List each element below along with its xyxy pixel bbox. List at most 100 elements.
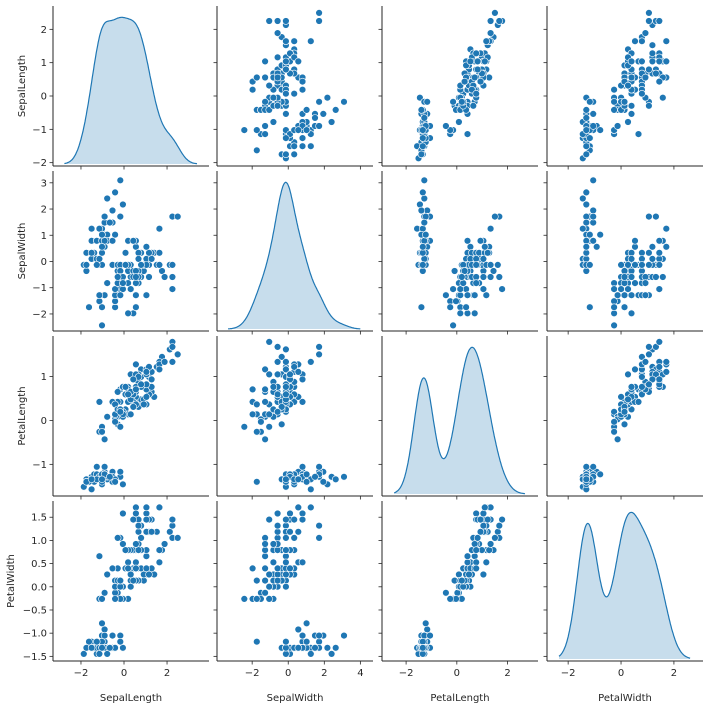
scatter-point — [80, 650, 88, 658]
scatter-point — [613, 122, 622, 130]
scatter-point — [610, 418, 618, 426]
scatter-point — [582, 243, 590, 251]
scatter-point — [307, 142, 315, 150]
scatter-group — [413, 503, 506, 658]
kde-group — [558, 511, 691, 659]
scatter-point — [582, 114, 590, 122]
y-tick-label: −1.0 — [23, 629, 47, 640]
scatter-point — [142, 515, 151, 524]
scatter-point — [282, 650, 290, 658]
scatter-point — [631, 237, 639, 245]
scatter-point — [282, 570, 290, 579]
scatter-point — [340, 473, 348, 481]
scatter-point — [132, 291, 140, 299]
scatter-point — [253, 400, 261, 409]
scatter-point — [482, 558, 490, 566]
scatter-point — [420, 176, 428, 185]
scatter-point — [638, 373, 646, 381]
y-tick-label: 0.0 — [31, 582, 47, 593]
scatter-point — [98, 231, 106, 239]
scatter-point — [119, 480, 127, 488]
scatter-point — [456, 285, 464, 293]
scatter-point — [302, 126, 311, 134]
scatter-point — [113, 534, 122, 542]
scatter-point — [659, 93, 667, 102]
panels-group: −2 −1 0 1 2 −2 −1 0 1 2 3 −1 0 1 −1.5 −1.0 −0.5 0.0 0.5 1.0… — [23, 6, 703, 679]
scatter-group — [413, 176, 506, 330]
x-tick-label: 2 — [164, 668, 170, 679]
scatter-point — [253, 637, 261, 646]
panel-petalwidth-vs-sepalwidth: −2 0 2 4 — [213, 501, 373, 679]
scatter-point — [419, 142, 427, 150]
scatter-point — [282, 582, 290, 591]
scatter-point — [473, 65, 482, 74]
scatter-point — [134, 521, 143, 530]
scatter-point — [655, 237, 663, 245]
scatter-point — [491, 212, 499, 221]
y-tick-label: −1 — [32, 283, 47, 294]
scatter-point — [98, 243, 106, 251]
scatter-point — [85, 303, 93, 311]
scatter-point — [134, 528, 143, 536]
scatter-point — [132, 540, 140, 548]
scatter-point — [579, 225, 587, 233]
scatter-point — [419, 243, 427, 251]
scatter-point — [315, 17, 323, 25]
scatter-group — [579, 176, 670, 330]
scatter-point — [491, 534, 499, 542]
scatter-point — [471, 552, 479, 560]
scatter-point — [103, 279, 111, 287]
scatter-point — [142, 564, 151, 573]
scatter-point — [269, 93, 278, 102]
y-tick-label: −2 — [32, 158, 47, 169]
scatter-point — [648, 41, 657, 49]
scatter-point — [87, 225, 96, 233]
scatter-point — [645, 343, 653, 351]
scatter-point — [113, 388, 122, 396]
scatter-point — [449, 285, 457, 293]
scatter-point — [620, 291, 629, 299]
scatter-point — [111, 188, 119, 197]
scatter-point — [423, 625, 431, 634]
scatter-point — [655, 57, 663, 66]
scatter-point — [494, 261, 502, 269]
scatter-point — [645, 17, 653, 25]
scatter-point — [627, 273, 636, 281]
scatter-point — [282, 358, 290, 366]
scatter-point — [269, 558, 278, 566]
scatter-point — [261, 552, 269, 560]
kde-group — [64, 16, 198, 165]
scatter-point — [282, 89, 290, 98]
scatter-point — [662, 37, 670, 45]
y-tick-label: 1.0 — [31, 536, 47, 547]
scatter-point — [248, 85, 257, 94]
scatter-point — [307, 650, 315, 658]
scatter-point — [103, 413, 111, 421]
scatter-point — [420, 194, 428, 203]
scatter-point — [315, 122, 323, 130]
scatter-point — [261, 122, 269, 130]
scatter-point — [273, 408, 282, 416]
scatter-point — [103, 570, 111, 579]
scatter-point — [261, 546, 269, 554]
x-axis-label-sepalwidth: SepalWidth — [267, 693, 324, 704]
scatter-point — [638, 37, 646, 45]
scatter-point — [261, 589, 269, 597]
scatter-point — [261, 130, 269, 138]
scatter-point — [442, 291, 450, 299]
scatter-point — [116, 212, 125, 221]
scatter-group — [80, 338, 182, 493]
panel-sepallength-vs-petalwidth — [543, 6, 703, 170]
scatter-point — [174, 350, 182, 359]
scatter-point — [282, 110, 290, 118]
scatter-point — [155, 546, 164, 554]
y-tick-label: −1 — [32, 460, 47, 471]
kde-fill-petalwidth — [559, 512, 691, 659]
scatter-point — [610, 321, 618, 330]
scatter-point — [168, 285, 177, 293]
scatter-point — [586, 231, 594, 239]
scatter-point — [422, 619, 430, 627]
scatter-point — [315, 9, 323, 17]
scatter-point — [655, 363, 663, 371]
scatter-group — [80, 503, 182, 658]
